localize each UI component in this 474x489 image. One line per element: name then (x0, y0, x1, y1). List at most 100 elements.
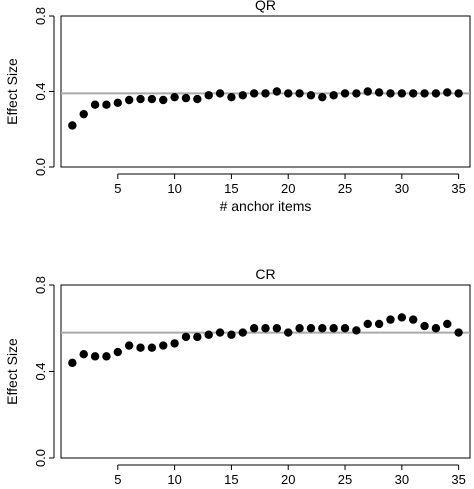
data-point (329, 91, 338, 100)
x-tick-label: 30 (395, 472, 409, 484)
data-point (272, 324, 282, 333)
data-point (204, 91, 213, 100)
data-point (79, 350, 88, 359)
data-point (102, 352, 111, 361)
data-point (374, 319, 384, 329)
data-point (159, 95, 168, 105)
x-tick-label: 15 (224, 181, 238, 196)
y-axis-label: Effect Size (4, 338, 20, 405)
data-point (147, 94, 157, 104)
data-point (318, 324, 327, 333)
chart-title: CR (255, 266, 275, 282)
data-point (238, 91, 247, 100)
data-point (443, 319, 452, 329)
y-tick-label: 0.8 (33, 276, 48, 294)
y-tick-label: 0.4 (33, 362, 48, 380)
data-point (113, 347, 123, 357)
data-point (374, 88, 384, 97)
data-point (340, 89, 350, 98)
data-point (284, 89, 293, 98)
data-point (170, 92, 179, 102)
data-point (340, 324, 350, 333)
data-point (318, 92, 327, 102)
data-point (90, 100, 100, 109)
data-point (68, 121, 77, 130)
data-point (454, 328, 463, 337)
data-point (124, 341, 134, 350)
data-point (124, 95, 134, 105)
data-point (68, 358, 77, 368)
data-point (363, 87, 372, 96)
data-point (295, 324, 304, 333)
data-point (238, 328, 247, 337)
plot-frame (60, 284, 471, 459)
data-point (170, 339, 179, 348)
data-point (193, 332, 202, 342)
data-point (329, 324, 338, 333)
x-tick-label: 20 (281, 472, 295, 484)
data-point (306, 91, 316, 100)
data-point (79, 109, 88, 119)
chart-title: QR (255, 0, 276, 13)
data-point (261, 89, 270, 98)
x-axis-label: # anchor items (220, 198, 312, 214)
data-point (397, 89, 407, 98)
data-point (159, 341, 168, 350)
data-point (227, 330, 236, 339)
y-tick-label: 0.4 (33, 82, 48, 100)
data-point (215, 89, 225, 98)
data-point (181, 93, 191, 103)
plot-frame (60, 15, 471, 168)
data-point (215, 328, 225, 337)
data-point (352, 89, 361, 98)
x-tick-label: 15 (224, 472, 238, 484)
data-point (227, 92, 236, 102)
data-point (386, 89, 395, 98)
y-tick-label: 0.8 (33, 7, 48, 25)
x-tick-label: 10 (167, 181, 181, 196)
data-point (420, 321, 429, 331)
x-tick-label: 35 (451, 472, 465, 484)
data-point (454, 89, 463, 98)
y-tick-label: 0.0 (33, 449, 48, 467)
x-tick-label: 5 (114, 472, 121, 484)
data-point (284, 328, 293, 337)
chart-panel-qr: QR 5 10 15 20 25 30 35 # anchor items 0.0 0.4 0.8 Ef… (4, 0, 471, 214)
data-point (443, 88, 452, 97)
data-point (261, 324, 270, 333)
data-point (181, 332, 191, 342)
x-tick-label: 10 (167, 472, 181, 484)
data-point (420, 89, 429, 98)
data-point (193, 94, 202, 104)
data-point (408, 315, 418, 324)
data-point (295, 89, 304, 98)
data-point (386, 315, 395, 324)
data-point (147, 343, 157, 352)
data-point (249, 324, 259, 333)
data-point (408, 89, 418, 98)
data-point (431, 89, 441, 98)
x-tick-label: 30 (395, 181, 409, 196)
data-point (102, 100, 111, 109)
data-point (431, 324, 441, 333)
x-tick-label: 5 (114, 181, 121, 196)
data-point (272, 87, 282, 96)
y-tick-label: 0.0 (33, 158, 48, 176)
data-point (90, 352, 100, 361)
y-axis-label: Effect Size (4, 58, 20, 125)
x-tick-label: 20 (281, 181, 295, 196)
data-point (352, 326, 361, 335)
data-point (136, 343, 145, 352)
x-tick-label: 25 (338, 181, 352, 196)
data-point (204, 330, 213, 339)
data-point (249, 89, 259, 98)
data-point (363, 319, 372, 329)
x-tick-label: 35 (451, 181, 465, 196)
data-point (306, 324, 316, 333)
data-point (136, 94, 145, 104)
x-tick-label: 25 (338, 472, 352, 484)
data-point (397, 313, 407, 322)
